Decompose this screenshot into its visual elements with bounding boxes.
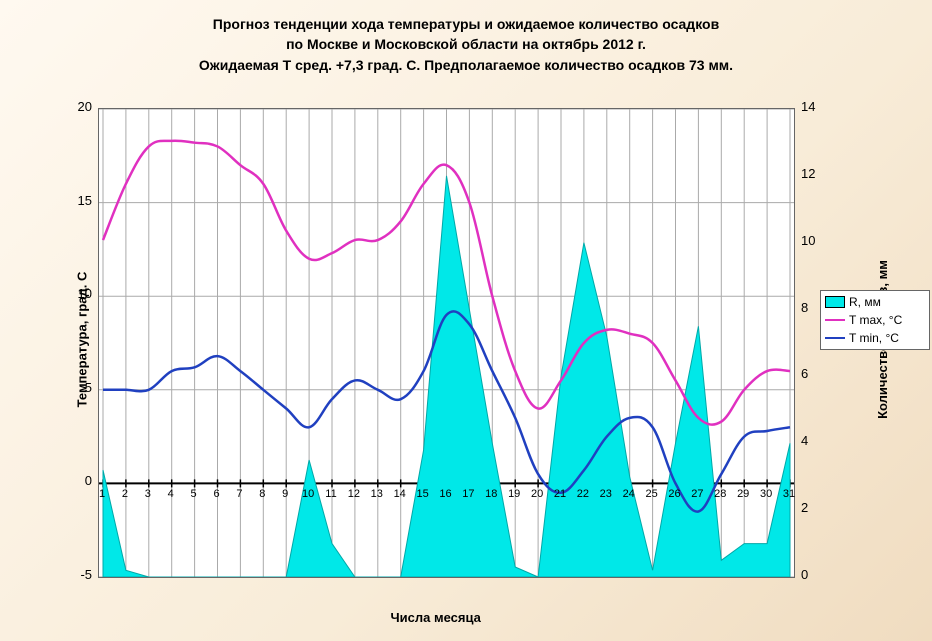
x-axis-label: Числа месяца xyxy=(391,610,481,625)
x-tick: 3 xyxy=(138,488,158,500)
x-tick: 21 xyxy=(550,488,570,500)
legend-label: R, мм xyxy=(849,295,881,309)
x-tick: 12 xyxy=(344,488,364,500)
x-tick: 23 xyxy=(596,488,616,500)
y-right-tick: 14 xyxy=(801,99,835,114)
legend-line-swatch xyxy=(825,337,845,339)
x-tick: 14 xyxy=(390,488,410,500)
legend: R, мм T max, °C T min, °C xyxy=(820,290,930,350)
y-left-tick: -5 xyxy=(58,567,92,582)
y-right-tick: 0 xyxy=(801,567,835,582)
x-tick: 28 xyxy=(710,488,730,500)
x-tick: 11 xyxy=(321,488,341,500)
y-right-tick: 2 xyxy=(801,500,835,515)
x-tick: 27 xyxy=(687,488,707,500)
x-tick: 30 xyxy=(756,488,776,500)
y-left-tick: 10 xyxy=(58,286,92,301)
x-tick: 2 xyxy=(115,488,135,500)
x-tick: 6 xyxy=(207,488,227,500)
y-right-tick: 10 xyxy=(801,233,835,248)
y-left-tick: 0 xyxy=(58,473,92,488)
chart-title: Прогноз тенденции хода температуры и ожи… xyxy=(0,14,932,75)
legend-label: T min, °C xyxy=(849,331,899,345)
y-right-tick: 8 xyxy=(801,300,835,315)
legend-label: T max, °C xyxy=(849,313,902,327)
x-tick: 25 xyxy=(642,488,662,500)
legend-line-swatch xyxy=(825,319,845,321)
x-tick: 31 xyxy=(779,488,799,500)
y-left-tick: 5 xyxy=(58,380,92,395)
y-right-tick: 6 xyxy=(801,366,835,381)
x-tick: 15 xyxy=(413,488,433,500)
y-left-tick: 15 xyxy=(58,193,92,208)
title-line-1: Прогноз тенденции хода температуры и ожи… xyxy=(0,14,932,34)
plot-area xyxy=(98,108,795,578)
x-tick: 29 xyxy=(733,488,753,500)
x-tick: 4 xyxy=(161,488,181,500)
chart-container: Прогноз тенденции хода температуры и ожи… xyxy=(0,0,932,641)
x-tick: 13 xyxy=(367,488,387,500)
x-tick: 26 xyxy=(665,488,685,500)
x-tick: 7 xyxy=(229,488,249,500)
x-tick: 18 xyxy=(481,488,501,500)
x-tick: 10 xyxy=(298,488,318,500)
x-tick: 19 xyxy=(504,488,524,500)
legend-item: T max, °C xyxy=(825,311,925,329)
x-tick: 1 xyxy=(92,488,112,500)
title-line-2: по Москве и Московской области на октябр… xyxy=(0,34,932,54)
y-left-tick: 20 xyxy=(58,99,92,114)
y-right-tick: 12 xyxy=(801,166,835,181)
x-tick: 20 xyxy=(527,488,547,500)
x-tick: 22 xyxy=(573,488,593,500)
y-right-tick: 4 xyxy=(801,433,835,448)
x-tick: 16 xyxy=(436,488,456,500)
x-tick: 17 xyxy=(458,488,478,500)
x-tick: 9 xyxy=(275,488,295,500)
legend-item: T min, °C xyxy=(825,329,925,347)
legend-item: R, мм xyxy=(825,293,925,311)
x-tick: 8 xyxy=(252,488,272,500)
title-line-3: Ожидаемая Т сред. +7,3 град. С. Предпола… xyxy=(0,55,932,75)
x-tick: 5 xyxy=(184,488,204,500)
x-tick: 24 xyxy=(619,488,639,500)
